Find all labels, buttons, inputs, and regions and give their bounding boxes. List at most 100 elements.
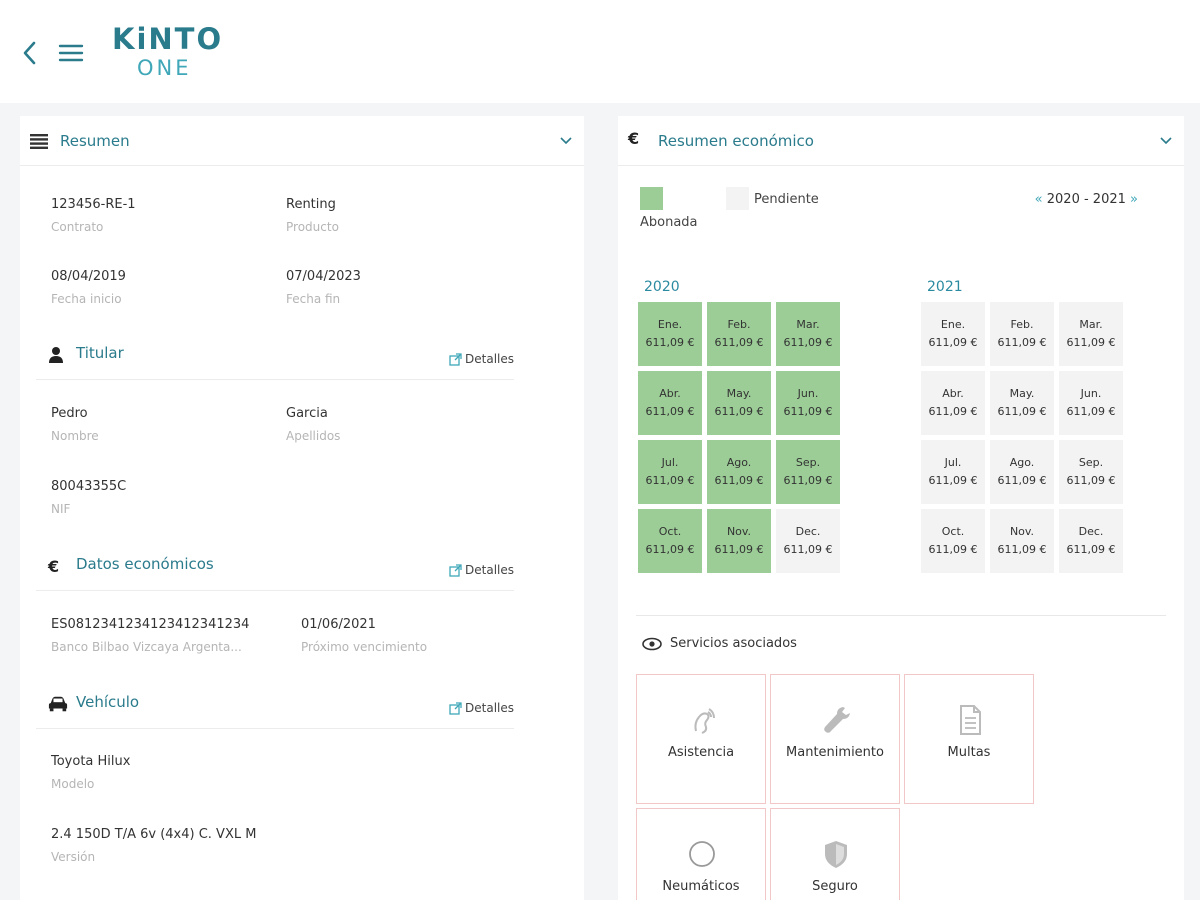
service-fines[interactable]: Multas xyxy=(904,674,1034,804)
month-cell[interactable]: Ago. 611,09 € xyxy=(707,440,771,504)
version-label: Versión xyxy=(51,850,96,864)
month-cell[interactable]: Sep. 611,09 € xyxy=(776,440,840,504)
month-amount: 611,09 € xyxy=(1066,405,1116,418)
month-cell[interactable]: Jul. 611,09 € xyxy=(921,440,985,504)
month-cell[interactable]: Ene. 611,09 € xyxy=(638,302,702,366)
holder-title: Titular xyxy=(76,344,124,362)
month-cell[interactable]: May. 611,09 € xyxy=(707,371,771,435)
month-amount: 611,09 € xyxy=(997,543,1047,556)
product-label: Producto xyxy=(286,220,339,234)
month-amount: 611,09 € xyxy=(783,405,833,418)
month-name: Abr. xyxy=(942,387,964,400)
year-label-2021: 2021 xyxy=(927,279,963,295)
month-amount: 611,09 € xyxy=(1066,336,1116,349)
month-cell[interactable]: Ene. 611,09 € xyxy=(921,302,985,366)
service-assistance-label: Asistencia xyxy=(667,745,735,760)
contract-value: 123456-RE-1 xyxy=(51,197,136,212)
service-insurance[interactable]: Seguro xyxy=(770,808,900,900)
month-name: Ene. xyxy=(657,318,683,331)
month-name: Ene. xyxy=(940,318,966,331)
month-cell[interactable]: Feb. 611,09 € xyxy=(707,302,771,366)
month-name: Sep. xyxy=(1078,456,1104,469)
month-cell[interactable]: Oct. 611,09 € xyxy=(638,509,702,573)
euro-icon: € xyxy=(628,129,640,148)
nif-field: 80043355C NIF xyxy=(51,478,126,518)
month-cell[interactable]: Nov. 611,09 € xyxy=(707,509,771,573)
iban-value: ES0812341234123412341234 xyxy=(51,617,250,632)
month-name: Mar. xyxy=(796,318,820,331)
vehicle-details-label: Detalles xyxy=(465,701,514,715)
chevron-left-icon xyxy=(23,41,36,65)
legend-paid-swatch xyxy=(640,187,663,210)
month-cell[interactable]: Jun. 611,09 € xyxy=(1059,371,1123,435)
month-amount: 611,09 € xyxy=(645,336,695,349)
services-grid: Asistencia Mantenimiento Multas Neumátic… xyxy=(636,674,1036,900)
month-name: Dec. xyxy=(1078,525,1104,538)
month-amount: 611,09 € xyxy=(997,474,1047,487)
summary-panel-header[interactable]: Resumen xyxy=(20,116,584,166)
month-amount: 611,09 € xyxy=(645,543,695,556)
end-date-label: Fecha fin xyxy=(286,292,341,306)
month-cell[interactable]: Ago. 611,09 € xyxy=(990,440,1054,504)
month-cell[interactable]: Sep. 611,09 € xyxy=(1059,440,1123,504)
legend-paid-label: Abonada xyxy=(640,215,698,230)
prev-years-button[interactable]: « xyxy=(1034,192,1043,207)
month-name: Ago. xyxy=(726,456,752,469)
economic-section-header: € Datos económicos Detalles xyxy=(36,547,514,591)
service-maintenance[interactable]: Mantenimiento xyxy=(770,674,900,804)
month-cell[interactable]: Oct. 611,09 € xyxy=(921,509,985,573)
year-range-label: 2020 - 2021 xyxy=(1046,192,1126,207)
months-grid-2020: Ene. 611,09 € Feb. 611,09 € Mar. 611,09 € Abr.… xyxy=(638,302,840,573)
economic-summary-header[interactable]: € Resumen económico xyxy=(618,116,1184,166)
holder-details-link[interactable]: Detalles xyxy=(449,352,514,366)
month-name: Oct. xyxy=(658,525,682,538)
month-cell[interactable]: Feb. 611,09 € xyxy=(990,302,1054,366)
back-button[interactable] xyxy=(20,40,40,66)
document-icon xyxy=(960,705,981,735)
month-cell[interactable]: Jun. 611,09 € xyxy=(776,371,840,435)
month-cell[interactable]: Nov. 611,09 € xyxy=(990,509,1054,573)
top-bar: KiNTO ONE xyxy=(0,0,1200,103)
service-assistance[interactable]: Asistencia xyxy=(636,674,766,804)
month-cell[interactable]: Dec. 611,09 € xyxy=(776,509,840,573)
months-grid-2021: Ene. 611,09 € Feb. 611,09 € Mar. 611,09 € Abr.… xyxy=(921,302,1123,573)
surname-value: Garcia xyxy=(286,406,328,421)
service-maintenance-label: Mantenimiento xyxy=(786,745,884,760)
end-date-field: 07/04/2023 Fecha fin xyxy=(286,268,361,308)
month-cell[interactable]: Dec. 611,09 € xyxy=(1059,509,1123,573)
economic-details-label: Detalles xyxy=(465,563,514,577)
month-name: Sep. xyxy=(795,456,821,469)
month-cell[interactable]: Abr. 611,09 € xyxy=(921,371,985,435)
month-amount: 611,09 € xyxy=(928,405,978,418)
month-cell[interactable]: Mar. 611,09 € xyxy=(1059,302,1123,366)
service-tires[interactable]: Neumáticos xyxy=(636,808,766,900)
month-cell[interactable]: May. 611,09 € xyxy=(990,371,1054,435)
chevron-down-icon[interactable] xyxy=(1160,136,1172,146)
menu-button[interactable] xyxy=(58,42,84,64)
summary-panel: Resumen 123456-RE-1 Contrato Renting Pro… xyxy=(20,116,584,900)
assistance-icon xyxy=(694,708,715,734)
services-header: Servicios asociados xyxy=(642,636,797,651)
legend-pending-swatch xyxy=(726,187,749,210)
kinto-one-logo[interactable]: KiNTO ONE xyxy=(112,22,228,84)
next-years-button[interactable]: » xyxy=(1130,192,1138,207)
month-amount: 611,09 € xyxy=(645,405,695,418)
month-cell[interactable]: Abr. 611,09 € xyxy=(638,371,702,435)
vehicle-section-header: Vehículo Detalles xyxy=(36,685,514,729)
chevron-down-icon[interactable] xyxy=(560,136,572,146)
month-amount: 611,09 € xyxy=(714,543,764,556)
model-value: Toyota Hilux xyxy=(51,754,131,769)
economic-details-link[interactable]: Detalles xyxy=(449,563,514,577)
car-icon xyxy=(48,696,68,712)
name-field: Pedro Nombre xyxy=(51,405,99,445)
logo-bottom-text: ONE xyxy=(137,56,192,80)
model-label: Modelo xyxy=(51,777,95,791)
start-date-field: 08/04/2019 Fecha inicio xyxy=(51,268,126,308)
month-cell[interactable]: Mar. 611,09 € xyxy=(776,302,840,366)
month-name: Abr. xyxy=(659,387,681,400)
month-cell[interactable]: Jul. 611,09 € xyxy=(638,440,702,504)
contract-field: 123456-RE-1 Contrato xyxy=(51,196,136,236)
next-due-value: 01/06/2021 xyxy=(301,617,376,632)
contract-label: Contrato xyxy=(51,220,104,234)
vehicle-details-link[interactable]: Detalles xyxy=(449,701,514,715)
